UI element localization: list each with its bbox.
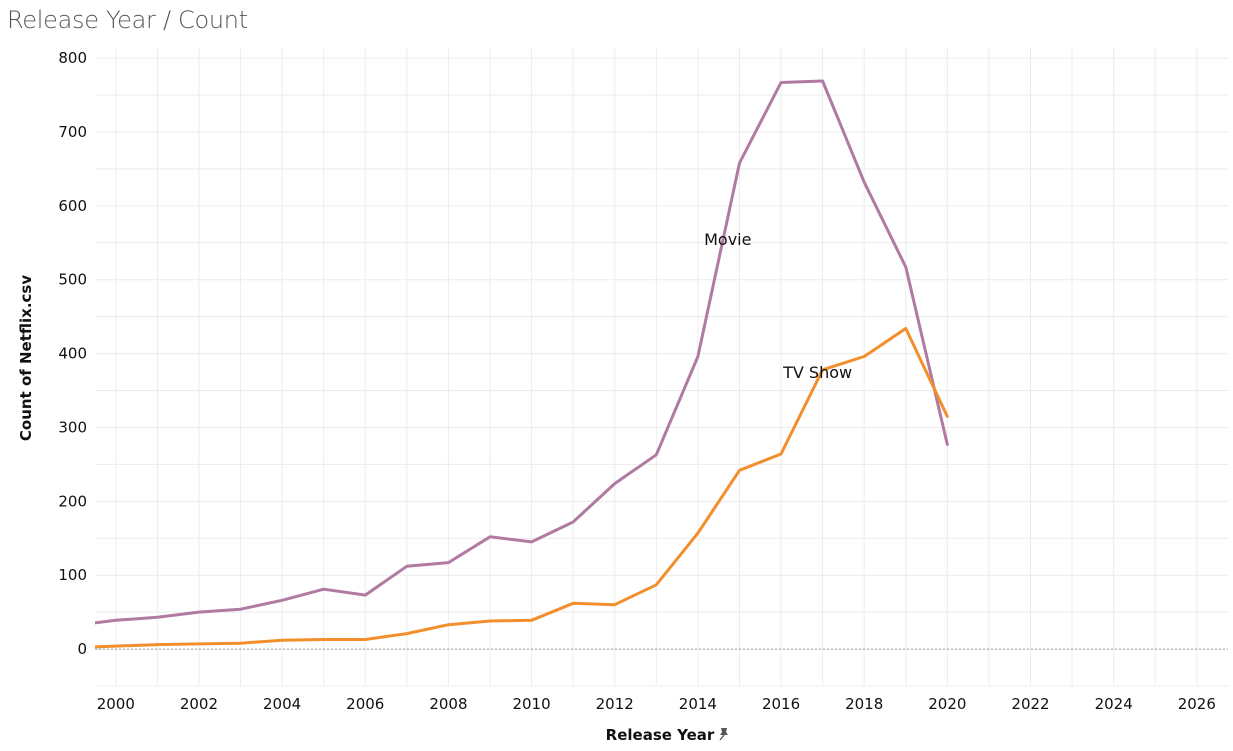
- y-tick-label: 100: [58, 566, 87, 584]
- x-axis-title: Release Year: [606, 726, 728, 744]
- x-tick-label: 2018: [845, 695, 883, 713]
- y-tick-label: 400: [58, 345, 87, 363]
- x-tick-label: 2002: [180, 695, 218, 713]
- y-tick-label: 800: [58, 49, 87, 67]
- x-tick-label: 2024: [1095, 695, 1133, 713]
- chart-title: Release Year / Count: [7, 6, 248, 34]
- x-tick-label: 2010: [512, 695, 550, 713]
- x-tick-label: 2008: [429, 695, 467, 713]
- x-axis-ticks: 2000 2002 2004 2006 2008 2010 2012 2014 2016 2018…: [97, 695, 1216, 713]
- y-axis-ticks: 0 100 200 300 400 500 600 700 800: [58, 49, 87, 658]
- x-tick-label: 2004: [263, 695, 301, 713]
- x-tick-label: 2016: [762, 695, 800, 713]
- grid: [95, 47, 1228, 687]
- y-tick-label: 300: [58, 418, 87, 436]
- y-tick-label: 600: [58, 197, 87, 215]
- series-lines: [74, 79, 949, 649]
- x-tick-label: 2006: [346, 695, 384, 713]
- x-tick-label: 2020: [928, 695, 966, 713]
- series-line-tv-show[interactable]: [74, 327, 949, 649]
- pin-icon[interactable]: [719, 728, 728, 741]
- series-label-movie: Movie: [704, 230, 751, 249]
- y-tick-label: 200: [58, 492, 87, 510]
- x-tick-label: 2022: [1011, 695, 1049, 713]
- y-axis-label: Count of Netflix.csv: [17, 275, 35, 441]
- x-tick-label: 2026: [1178, 695, 1216, 713]
- x-tick-label: 2012: [596, 695, 634, 713]
- x-axis-label: Release Year: [606, 726, 715, 744]
- x-tick-label: 2000: [97, 695, 135, 713]
- x-tick-label: 2014: [679, 695, 717, 713]
- y-tick-label: 0: [77, 640, 87, 658]
- series-label-tv-show: TV Show: [782, 363, 852, 382]
- series-line-movie[interactable]: [74, 79, 949, 625]
- y-tick-label: 500: [58, 271, 87, 289]
- y-tick-label: 700: [58, 123, 87, 141]
